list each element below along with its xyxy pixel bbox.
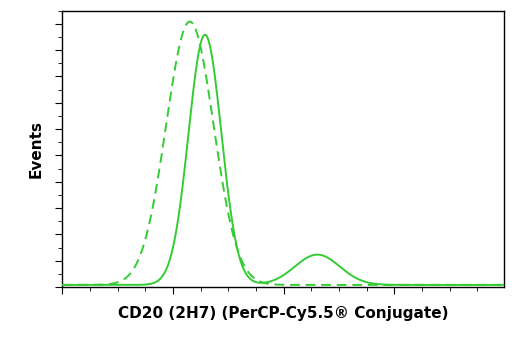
Y-axis label: Events: Events bbox=[29, 120, 44, 178]
X-axis label: CD20 (2H7) (PerCP-Cy5.5® Conjugate): CD20 (2H7) (PerCP-Cy5.5® Conjugate) bbox=[118, 306, 449, 321]
